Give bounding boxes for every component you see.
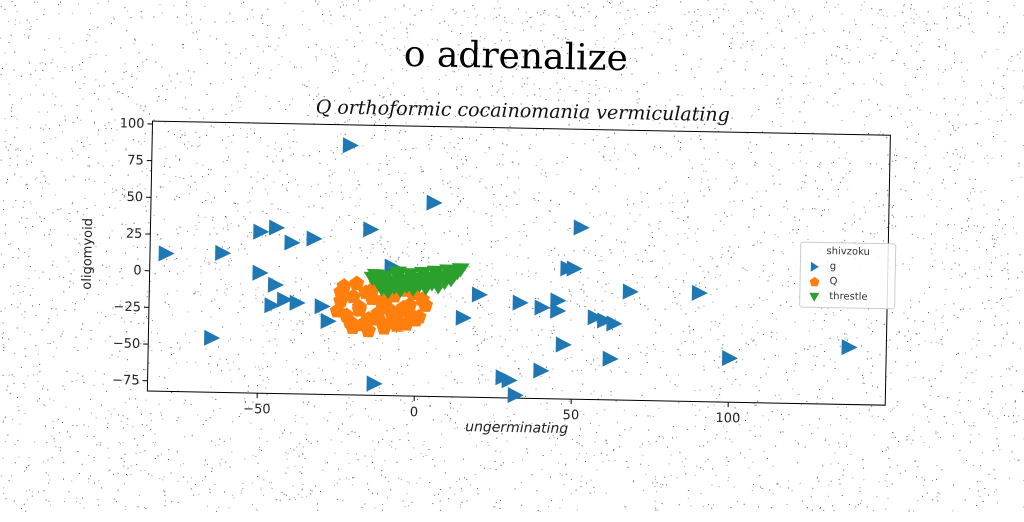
point-g-24: [556, 337, 572, 353]
point-g-31: [623, 284, 639, 300]
point-g-37: [550, 292, 566, 308]
point-g-21: [513, 295, 529, 311]
point-g-11: [268, 277, 284, 293]
y-tick-label-1: 75: [127, 153, 144, 168]
y-tick-label-4: 0: [133, 263, 142, 278]
legend-marker-q: [805, 275, 823, 287]
point-g-38: [602, 351, 618, 367]
point-g-3: [215, 245, 231, 261]
point-g-30: [606, 316, 622, 332]
y-axis-label: oligomyoid: [80, 218, 96, 290]
point-g-15: [315, 298, 331, 314]
point-g-26: [567, 260, 583, 276]
point-g-20: [472, 287, 488, 303]
point-g-14: [290, 295, 306, 311]
legend-title: shivzoku: [806, 246, 890, 259]
point-g-40: [502, 372, 518, 388]
y-tick-label-7: −75: [112, 373, 140, 389]
point-g-18: [366, 376, 382, 392]
point-g-8: [363, 221, 379, 237]
point-g-5: [269, 220, 285, 236]
point-g-0: [343, 137, 359, 153]
legend: shivzoku g Q threstle: [799, 242, 896, 310]
plot-frame: [147, 121, 890, 405]
point-g-2: [159, 245, 175, 261]
legend-item-threstle: threstle: [805, 289, 889, 306]
y-tick-label-3: 25: [126, 227, 143, 242]
point-g-17: [204, 330, 220, 346]
point-g-10: [252, 265, 268, 281]
legend-label-threstle: threstle: [829, 291, 868, 303]
point-g-22: [534, 299, 550, 315]
legend-label-g: g: [830, 261, 837, 272]
legend-marker-g: [806, 260, 824, 272]
point-g-19: [456, 310, 472, 326]
point-g-32: [692, 285, 708, 301]
point-g-4: [253, 224, 269, 240]
point-g-6: [284, 235, 300, 251]
legend-label-q: Q: [829, 276, 837, 287]
point-g-36: [508, 387, 524, 403]
point-g-7: [306, 231, 322, 247]
y-tick-label-6: −50: [113, 336, 141, 352]
y-tick-label-2: 50: [126, 190, 143, 205]
point-g-1: [426, 195, 442, 211]
legend-item-q: Q: [805, 274, 889, 291]
point-g-27: [574, 219, 590, 235]
point-g-39: [533, 363, 549, 379]
point-g-34: [841, 339, 857, 355]
legend-marker-threstle: [805, 290, 823, 302]
y-tick-label-5: −25: [113, 300, 141, 316]
y-tick-label-0: 100: [119, 116, 144, 131]
point-g-33: [722, 350, 738, 366]
legend-item-g: g: [806, 259, 890, 276]
